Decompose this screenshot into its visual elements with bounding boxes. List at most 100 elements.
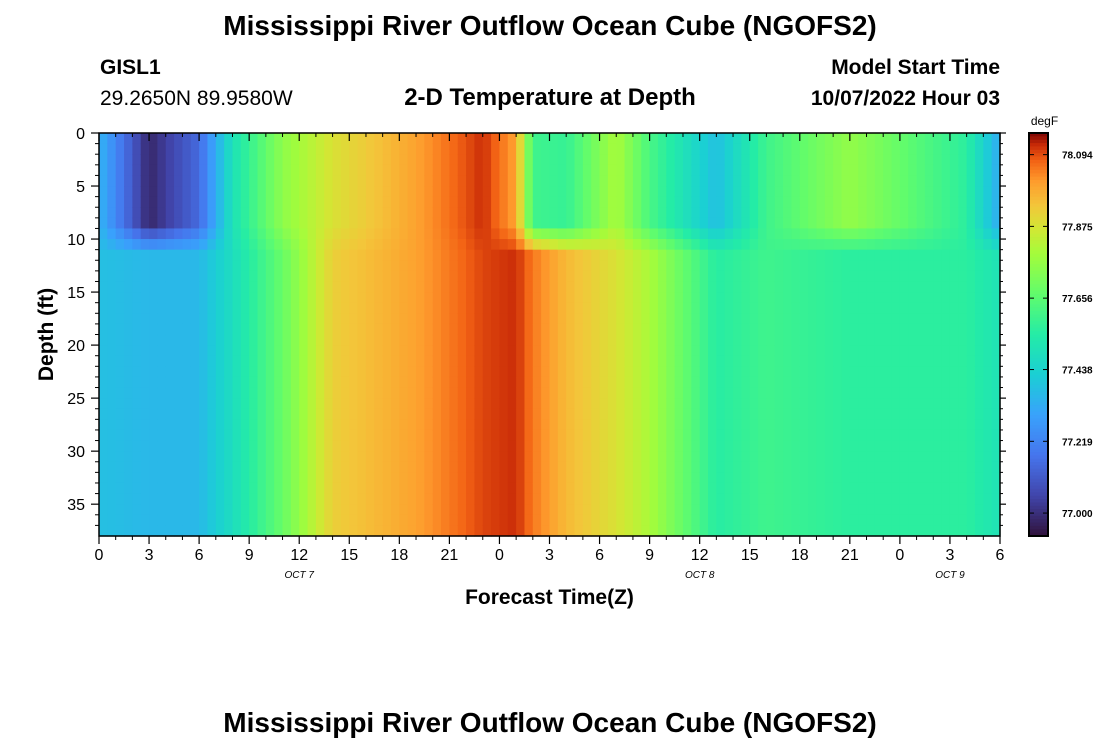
- heatmap-cell: [390, 313, 400, 325]
- heatmap-cell: [307, 228, 317, 240]
- heatmap-cell: [507, 249, 517, 261]
- heatmap-cell: [724, 482, 734, 495]
- heatmap-cell: [949, 260, 959, 272]
- heatmap-cell: [808, 207, 818, 219]
- heatmap-cell: [557, 302, 567, 314]
- heatmap-cell: [124, 154, 133, 166]
- heatmap-cell: [315, 175, 325, 187]
- heatmap-cell: [599, 355, 609, 367]
- heatmap-cell: [157, 504, 167, 516]
- heatmap-cell: [949, 196, 959, 208]
- heatmap-cell: [491, 196, 501, 208]
- heatmap-cell: [874, 302, 884, 314]
- heatmap-cell: [541, 270, 551, 283]
- heatmap-cell: [933, 493, 943, 505]
- heatmap-cell: [866, 355, 876, 367]
- heatmap-cell: [416, 419, 425, 431]
- heatmap-cell: [182, 408, 192, 420]
- heatmap-cell: [532, 207, 542, 219]
- heatmap-cell: [674, 292, 684, 304]
- heatmap-cell: [899, 249, 909, 261]
- heatmap-cell: [682, 228, 692, 240]
- heatmap-cell: [307, 186, 317, 198]
- heatmap-cell: [382, 429, 392, 442]
- heatmap-cell: [257, 164, 267, 177]
- heatmap-cell: [841, 186, 851, 198]
- heatmap-cell: [783, 525, 793, 537]
- heatmap-cell: [549, 175, 559, 187]
- heatmap-cell: [599, 376, 609, 389]
- heatmap-cell: [324, 334, 334, 346]
- heatmap-cell: [340, 313, 350, 325]
- heatmap-cell: [582, 270, 592, 283]
- heatmap-cell: [332, 525, 342, 537]
- heatmap-cell: [666, 387, 676, 399]
- heatmap-cell: [824, 408, 834, 420]
- heatmap-cell: [666, 525, 676, 537]
- heatmap-cell: [407, 366, 417, 378]
- heatmap-cell: [99, 281, 108, 293]
- colorbar-segment: [1029, 472, 1048, 477]
- heatmap-cell: [599, 281, 609, 293]
- heatmap-cell: [983, 270, 993, 283]
- heatmap-cell: [190, 313, 200, 325]
- heatmap-cell: [499, 260, 509, 272]
- heatmap-cell: [466, 366, 476, 378]
- heatmap-cell: [674, 525, 684, 537]
- colorbar-segment: [1029, 492, 1048, 497]
- heatmap-cell: [891, 504, 901, 516]
- heatmap-cell: [416, 366, 425, 378]
- heatmap-cell: [549, 419, 559, 431]
- heatmap-cell: [507, 461, 517, 473]
- heatmap-cell: [733, 228, 742, 240]
- heatmap-cell: [416, 376, 425, 389]
- heatmap-cell: [616, 334, 626, 346]
- heatmap-cell: [799, 186, 809, 198]
- colorbar-segment: [1029, 374, 1048, 379]
- heatmap-cell: [115, 154, 125, 166]
- heatmap-cell: [482, 345, 492, 357]
- heatmap-cell: [983, 249, 993, 261]
- heatmap-cell: [282, 260, 292, 272]
- heatmap-cell: [916, 249, 926, 261]
- heatmap-cell: [390, 355, 400, 367]
- heatmap-cell: [357, 239, 367, 251]
- heatmap-cell: [974, 154, 984, 166]
- heatmap-cell: [224, 217, 234, 230]
- heatmap-cell: [858, 228, 868, 240]
- heatmap-cell: [315, 398, 325, 410]
- heatmap-cell: [616, 143, 626, 155]
- heatmap-cell: [432, 239, 442, 251]
- heatmap-cell: [866, 408, 876, 420]
- heatmap-cell: [941, 355, 951, 367]
- heatmap-cell: [549, 429, 559, 442]
- heatmap-cell: [532, 154, 542, 166]
- heatmap-cell: [99, 451, 108, 463]
- heatmap-cell: [324, 493, 334, 505]
- heatmap-cell: [357, 313, 367, 325]
- heatmap-cell: [215, 429, 225, 442]
- heatmap-cell: [274, 366, 284, 378]
- heatmap-cell: [349, 504, 359, 516]
- heatmap-cell: [607, 408, 617, 420]
- heatmap-cell: [791, 239, 801, 251]
- heatmap-cell: [899, 482, 909, 495]
- heatmap-cell: [449, 366, 459, 378]
- heatmap-cell: [299, 323, 309, 336]
- heatmap-cell: [466, 302, 476, 314]
- heatmap-cell: [666, 175, 676, 187]
- heatmap-cell: [566, 133, 576, 145]
- heatmap-cell: [157, 525, 167, 537]
- heatmap-cell: [299, 504, 309, 516]
- heatmap-cell: [507, 217, 517, 230]
- heatmap-cell: [632, 419, 642, 431]
- heatmap-cell: [499, 419, 509, 431]
- heatmap-cell: [716, 186, 726, 198]
- heatmap-cell: [591, 355, 601, 367]
- heatmap-cell: [582, 281, 592, 293]
- heatmap-cell: [808, 186, 818, 198]
- heatmap-cell: [657, 260, 667, 272]
- heatmap-cell: [624, 249, 634, 261]
- heatmap-cell: [833, 164, 843, 177]
- heatmap-cell: [858, 387, 868, 399]
